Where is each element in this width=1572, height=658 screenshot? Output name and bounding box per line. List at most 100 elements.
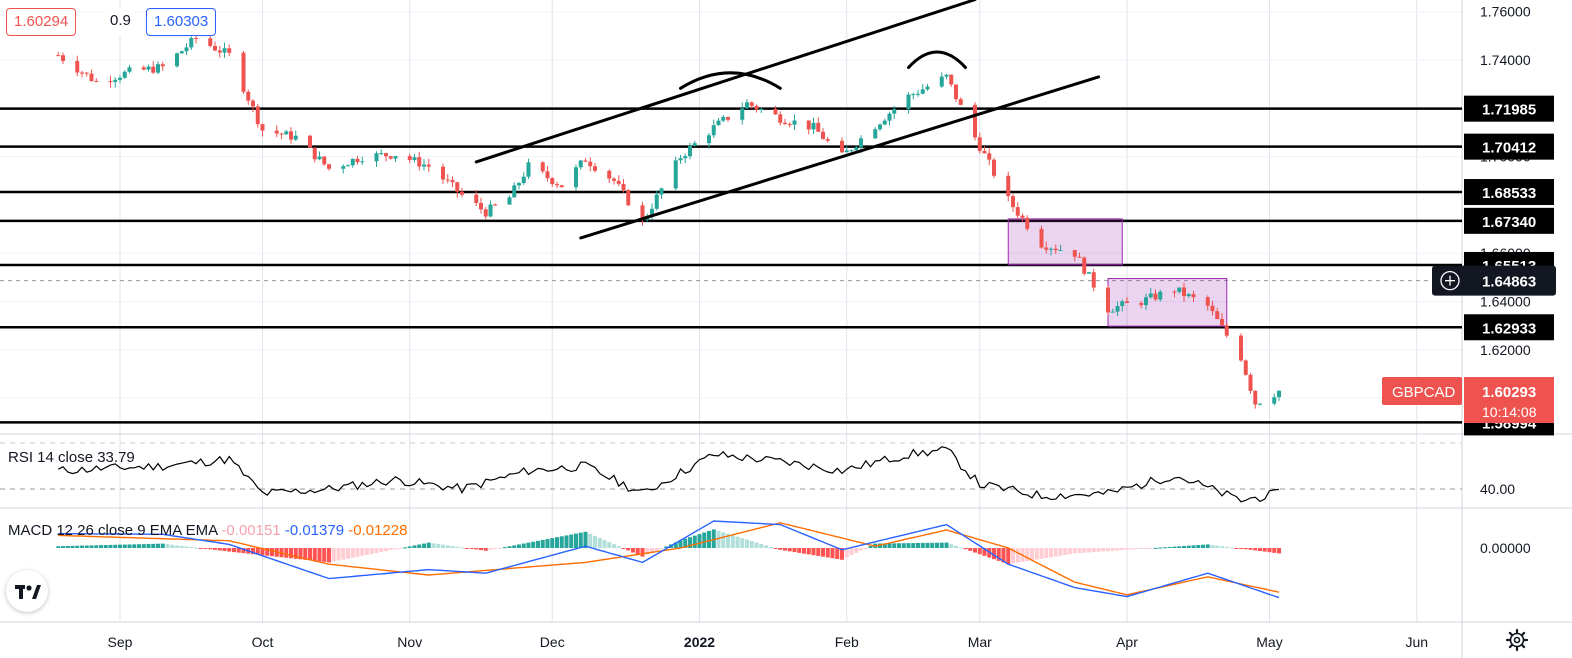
candle-up [374,153,379,162]
level-price-label: 1.68533 [1482,185,1536,202]
level-price-label: 1.71985 [1482,102,1536,119]
macd-histogram-bar [141,544,146,548]
candle-down [958,99,963,105]
bid-price[interactable]: 1.60294 [6,8,77,36]
macd-histogram-bar [270,548,274,557]
macd-histogram-bar [122,544,127,548]
candle-down [1248,374,1253,391]
candle-up [1049,248,1053,250]
price-tick-label: 1.62000 [1480,342,1531,358]
candle-down [992,159,996,176]
macd-histogram-bar [260,548,265,556]
time-tick-label: Apr [1116,634,1138,650]
macd-histogram-bar [806,548,811,555]
time-tick-label: Nov [397,634,422,650]
macd-histogram-bar [398,548,403,549]
macd-histogram-bar [1201,544,1205,548]
macd-histogram-bar [1077,548,1082,554]
candle-up [1120,301,1125,307]
candle-down [1220,319,1224,326]
candle-up [1148,293,1153,298]
candle-down [1091,272,1096,288]
level-price-badge [1464,133,1554,160]
candle-up [1186,294,1191,297]
candle-up [654,194,659,209]
macd-histogram-bar [1034,548,1039,560]
candle-down [787,124,792,126]
level-price-label: 1.70412 [1482,140,1536,157]
channel-trendline [474,0,977,164]
macd-histogram-bar [897,543,901,548]
macd-histogram-bar [1129,548,1134,550]
candle-up [574,167,578,188]
macd-histogram-bar [99,545,103,548]
candle-down [1243,360,1248,375]
candle-down [417,157,422,167]
candle-down [726,116,730,120]
candle-down [754,105,759,110]
candle-down [251,100,255,107]
macd-histogram-bar [1006,548,1011,565]
macd-histogram-bar [830,548,835,559]
candle-down [1191,294,1196,298]
macd-histogram-bar [336,548,341,561]
time-axis[interactable]: Sep Oct Nov Dec 2022 Feb Mar Apr May Jun [108,634,1429,650]
macd-histogram-bar [322,548,327,562]
candle-up [1058,250,1063,252]
tradingview-logo-icon[interactable] [6,570,48,612]
candle-up [745,102,749,109]
macd-histogram-bar [968,548,973,551]
macd-histogram-bar [1011,548,1015,564]
ask-price[interactable]: 1.60303 [146,8,217,36]
bar-countdown-label: 10:14:08 [1482,404,1537,420]
candle-down [545,171,550,179]
macd-histogram-bar [84,545,89,548]
macd-histogram-bar [645,548,650,555]
macd-histogram-bar [445,545,450,548]
macd-histogram-bar [1167,546,1172,548]
macd-histogram-bar [973,548,977,553]
candle-down [1053,248,1058,251]
rsi-legend[interactable]: RSI 14 close 33.79 [8,449,135,466]
macd-histogram-bar [1082,548,1087,553]
macd-histogram-bar [859,548,863,551]
macd-histogram-bar [616,546,621,548]
candle-down [806,120,811,130]
macd-histogram-bar [901,543,906,548]
macd-histogram-bar [597,538,602,548]
macd-histogram-bar [426,542,431,548]
candle-down [479,202,483,210]
add-alert-plus-icon [1440,271,1460,291]
settings-gear-icon[interactable] [1505,628,1529,652]
candle-up [179,51,184,54]
candle-down [308,135,312,148]
macd-line-value: -0.01379 [284,522,345,539]
candle-down [977,137,982,151]
macd-histogram-bar [802,548,806,554]
candle-down [773,109,778,115]
macd-histogram-bar [1239,548,1243,549]
macd-histogram-bar [156,543,160,548]
price-axis[interactable]: 1.760001.740001.700001.660001.640001.620… [1382,4,1556,556]
candle-down [1172,291,1177,293]
macd-legend[interactable]: MACD 12 26 close 9 EMA EMA -0.00151 -0.0… [8,522,407,539]
macd-histogram-bar [1153,547,1158,549]
macd-histogram-bar [1205,544,1210,548]
macd-histogram-bar [1177,546,1182,548]
macd-histogram-bar [464,548,469,549]
candle-down [1077,256,1082,258]
candle-up [711,125,716,136]
macd-histogram-bar [388,548,393,551]
horizontal-levels [0,107,1462,424]
time-tick-label: May [1256,634,1282,650]
macd-histogram-bar [678,540,683,548]
candle-down [312,147,317,160]
symbol-name-badge [1382,377,1462,406]
level-price-badge [1464,179,1554,206]
macd-histogram-bar [160,543,165,548]
macd-histogram-bar [768,546,773,548]
macd-histogram-bar [996,548,1001,561]
candle-down [583,160,588,162]
level-price-badge [1464,95,1554,122]
